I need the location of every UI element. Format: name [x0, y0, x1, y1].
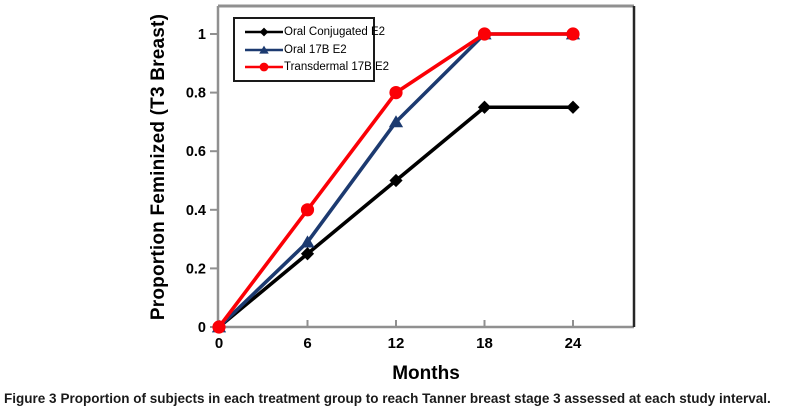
circle-marker	[389, 86, 403, 100]
figure-caption-label: Figure 3	[4, 391, 57, 406]
triangle-marker	[388, 115, 404, 128]
y-tick-label: 0.8	[186, 86, 206, 102]
triangle-marker	[300, 235, 315, 248]
legend-item-transdermal-17b-e2: Transdermal 17B E2	[245, 61, 389, 73]
y-axis-title: Proportion Feminized (T3 Breast)	[148, 13, 169, 321]
y-tick-label: 0	[198, 320, 206, 336]
y-tick-label: 1	[198, 27, 206, 43]
diamond-marker	[300, 247, 315, 261]
blue-triangle-line-icon	[245, 45, 283, 54]
figure-caption: Figure 3 Proportion of subjects in each t…	[4, 391, 792, 406]
diamond-marker	[477, 100, 492, 114]
legend: Oral Conjugated E2 Oral 17B E2 Transderm…	[233, 17, 389, 82]
circle-marker	[212, 320, 226, 334]
diamond-marker	[389, 173, 403, 188]
legend-label: Transdermal 17B E2	[284, 60, 390, 73]
x-tick-label: 6	[303, 335, 311, 352]
y-tick-label: 0.6	[186, 144, 206, 160]
y-tick-label: 0.2	[186, 261, 206, 277]
triangle-marker	[259, 45, 269, 54]
circle-marker	[300, 203, 315, 217]
legend-item-oral-conjugated-e2: Oral Conjugated E2	[245, 26, 385, 38]
diamond-marker	[259, 27, 269, 37]
plot-area: 0 0.2 0.4 0.6 0.8 1 0 6 12 18 24	[186, 4, 636, 352]
red-circle-line-icon	[245, 62, 283, 72]
legend-item-oral-17b-e2: Oral 17B E2	[245, 44, 369, 56]
x-tick-label: 0	[215, 335, 223, 352]
black-diamond-line-icon	[245, 27, 283, 37]
circle-marker	[566, 27, 580, 41]
x-tick-label: 18	[476, 335, 493, 352]
x-axis-title: Months	[392, 363, 460, 384]
legend-label: Oral Conjugated E2	[284, 26, 386, 39]
legend-label: Oral 17B E2	[284, 43, 347, 56]
circle-marker	[259, 62, 269, 72]
x-tick-label: 12	[388, 335, 405, 352]
series-line-0	[217, 105, 573, 329]
y-tick-label: 0.4	[186, 203, 206, 219]
diamond-marker	[566, 100, 580, 114]
figure-caption-text: Proportion of subjects in each treatment…	[60, 391, 771, 406]
circle-marker	[477, 27, 492, 41]
x-tick-label: 24	[565, 335, 582, 352]
